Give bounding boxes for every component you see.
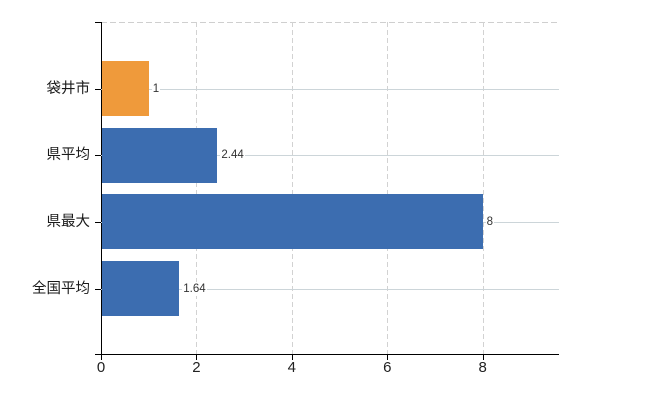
x-axis-tick-label: 6	[383, 359, 392, 376]
y-axis-top-tick	[95, 22, 101, 23]
x-axis-tick-label: 8	[478, 359, 487, 376]
category-label: 県最大	[46, 213, 91, 230]
x-axis-tick	[101, 355, 102, 360]
bar	[102, 127, 218, 183]
vertical-gridline	[291, 22, 293, 354]
y-axis-tick	[95, 88, 101, 90]
plot-top-border	[101, 22, 559, 23]
x-axis-tick-label: 2	[192, 359, 201, 376]
y-axis-tick	[95, 221, 101, 223]
bar-value-label: 8	[485, 214, 495, 229]
y-axis-tick	[95, 155, 101, 157]
bar-value-label: 1	[151, 81, 161, 96]
horizontal-gridline	[101, 155, 559, 157]
bar-value-label: 1.64	[182, 281, 207, 296]
vertical-gridline	[387, 22, 389, 354]
category-label: 全国平均	[32, 280, 90, 297]
category-label: 袋井市	[46, 80, 91, 97]
x-axis-tick	[196, 355, 198, 360]
vertical-gridline	[196, 22, 198, 354]
y-axis-line	[101, 22, 102, 355]
bar-value-label: 2.44	[220, 148, 245, 163]
x-axis-tick	[291, 355, 293, 360]
x-axis-tick-label: 4	[287, 359, 296, 376]
x-axis-tick	[482, 355, 484, 360]
y-axis-tick	[95, 288, 101, 290]
horizontal-gridline	[101, 88, 559, 90]
horizontal-gridline	[101, 288, 559, 290]
x-axis-tick	[387, 355, 389, 360]
bar	[102, 194, 483, 250]
bar	[102, 261, 180, 317]
x-axis-tick-label: 0	[96, 359, 106, 376]
x-axis-line	[95, 354, 559, 355]
bar	[102, 61, 149, 116]
vertical-gridline	[482, 22, 484, 354]
category-label: 県平均	[46, 147, 91, 164]
